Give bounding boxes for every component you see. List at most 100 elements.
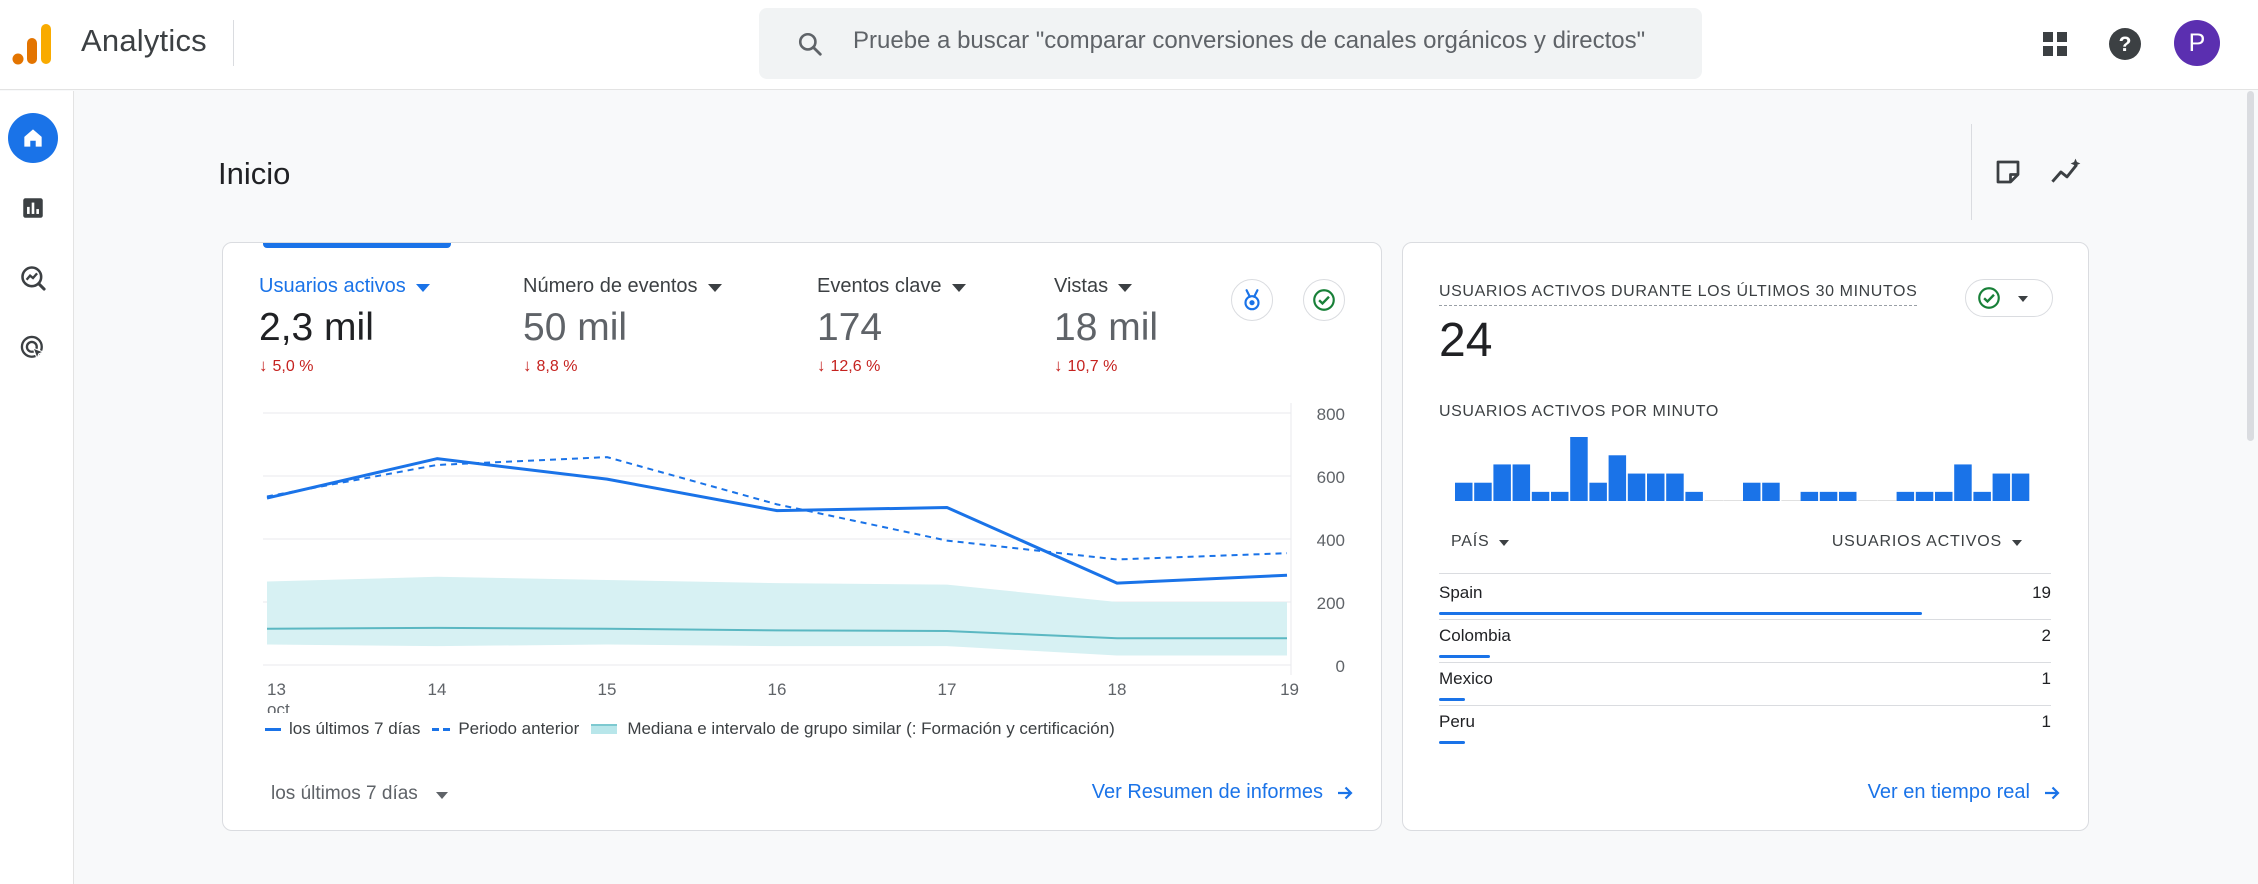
metric-label: Usuarios activos	[259, 275, 406, 297]
link-label: Ver en tiempo real	[1867, 781, 2030, 803]
chart-legend: los últimos 7 días Periodo anterior Medi…	[265, 719, 1127, 739]
minute-bar	[1743, 482, 1761, 501]
metric-label: Número de eventos	[523, 275, 698, 297]
metric-delta: 10,7 %	[1067, 358, 1118, 375]
minute-bar	[1992, 473, 2011, 501]
metric-tab-event-count[interactable]: Número de eventos 50 mil ↓ 8,8 %	[523, 275, 722, 376]
per-minute-label: USUARIOS ACTIVOS POR MINUTO	[1439, 403, 1719, 420]
nav-home-icon[interactable]	[8, 113, 58, 163]
top-app-bar: Analytics Pruebe a buscar "comparar conv…	[0, 0, 2258, 90]
users-count: 1	[2041, 669, 2051, 688]
metric-value: 174	[817, 306, 883, 349]
minute-bar	[1896, 491, 1915, 501]
nav-reports-icon[interactable]	[8, 183, 58, 233]
nav-explore-icon[interactable]	[8, 253, 58, 303]
minute-bar	[1474, 482, 1492, 501]
share-bar	[1439, 612, 1923, 615]
minute-bar	[1531, 491, 1550, 501]
column-header-users[interactable]: USUARIOS ACTIVOS	[1832, 533, 2022, 551]
users-count: 19	[2032, 583, 2051, 602]
table-row[interactable]: Peru 1	[1439, 706, 2051, 748]
table-row[interactable]: Spain 19	[1439, 577, 2051, 619]
share-bar	[1439, 655, 1490, 658]
metric-tab-views[interactable]: Vistas 18 mil ↓ 10,7 %	[1054, 275, 1158, 376]
app-name: Analytics	[81, 23, 207, 58]
chevron-down-icon	[707, 283, 722, 292]
overview-card: Usuarios activos 2,3 mil ↓ 5,0 % Número d…	[222, 242, 1382, 831]
analytics-logo-icon[interactable]	[12, 22, 54, 66]
active-metric-indicator	[263, 243, 451, 248]
search-icon	[797, 31, 823, 57]
minute-bar	[1762, 482, 1780, 501]
date-range-dropdown[interactable]: los últimos 7 días	[271, 783, 448, 805]
arrow-down-icon: ↓	[817, 356, 826, 375]
minute-bar	[1858, 500, 1878, 501]
arrow-right-icon	[1335, 783, 1355, 803]
realtime-value: 24	[1439, 314, 1493, 367]
minute-bar	[1551, 491, 1569, 501]
view-realtime-link[interactable]: Ver en tiempo real	[1868, 781, 2062, 804]
realtime-title[interactable]: USUARIOS ACTIVOS DURANTE LOS ÚLTIMOS 30 …	[1439, 283, 1918, 306]
chevron-down-icon	[435, 791, 448, 799]
metric-value: 50 mil	[523, 306, 628, 349]
column-header-country[interactable]: PAÍS	[1451, 533, 1510, 551]
page-title: Inicio	[218, 156, 291, 191]
account-avatar[interactable]: P	[2174, 20, 2220, 66]
share-bar	[1439, 698, 1465, 701]
search-bar[interactable]: Pruebe a buscar "comparar conversiones d…	[759, 8, 1702, 79]
chevron-down-icon	[2012, 540, 2022, 546]
divider	[1439, 573, 2051, 574]
divider	[233, 20, 234, 66]
data-quality-dropdown[interactable]	[1965, 279, 2053, 317]
chevron-down-icon	[2018, 296, 2028, 302]
y-tick-label: 600	[1317, 468, 1345, 487]
minute-bar	[1877, 500, 1897, 501]
minute-bar	[1493, 464, 1511, 501]
line-chart: 800 600 400 200 0 13 14 15 16 17 18 19 oct	[263, 403, 1345, 713]
legend-label: los últimos 7 días	[289, 719, 421, 738]
view-reports-link[interactable]: Ver Resumen de informes	[1092, 781, 1355, 804]
metric-value: 2,3 mil	[259, 306, 374, 349]
insights-icon[interactable]	[2047, 152, 2087, 192]
minute-bar	[1723, 500, 1743, 501]
users-count: 1	[2041, 712, 2051, 731]
table-row[interactable]: Colombia 2	[1439, 620, 2051, 662]
metric-tab-active-users[interactable]: Usuarios activos 2,3 mil ↓ 5,0 %	[259, 275, 430, 376]
search-input[interactable]: Pruebe a buscar "comparar conversiones d…	[853, 27, 1646, 54]
x-tick-label: 17	[938, 680, 957, 699]
arrow-right-icon	[2042, 783, 2062, 803]
country-name: Peru	[1439, 712, 1475, 731]
y-tick-label: 0	[1336, 657, 1345, 676]
table-row[interactable]: Mexico 1	[1439, 663, 2051, 705]
apps-grid-icon[interactable]	[2036, 25, 2074, 63]
link-label: Ver Resumen de informes	[1091, 781, 1323, 803]
benchmark-icon[interactable]	[1231, 279, 1273, 321]
median-band-area	[267, 576, 1287, 656]
realtime-card: USUARIOS ACTIVOS DURANTE LOS ÚLTIMOS 30 …	[1402, 242, 2089, 831]
metric-delta: 12,6 %	[830, 358, 881, 375]
notes-icon[interactable]	[1988, 152, 2028, 192]
metric-tab-key-events[interactable]: Eventos clave 174 ↓ 12,6 %	[817, 275, 966, 376]
previous-period-line	[266, 456, 1288, 561]
y-tick-label: 800	[1317, 405, 1345, 424]
chevron-down-icon	[1499, 540, 1510, 546]
nav-advertising-icon[interactable]	[8, 323, 58, 373]
page-scrollbar[interactable]	[2247, 91, 2254, 441]
help-icon[interactable]: ?	[2106, 25, 2144, 63]
minute-bar	[1589, 482, 1607, 501]
svg-text:?: ?	[2119, 33, 2132, 56]
users-count: 2	[2041, 626, 2051, 645]
minute-bar	[1800, 491, 1819, 501]
minute-bar	[1570, 437, 1588, 501]
country-name: Colombia	[1439, 626, 1511, 645]
minute-bar	[1781, 500, 1801, 501]
arrow-down-icon: ↓	[259, 356, 268, 375]
minute-bar	[1819, 491, 1838, 501]
data-quality-check-icon[interactable]	[1303, 279, 1345, 321]
arrow-down-icon: ↓	[1054, 356, 1063, 375]
x-tick-label: 19	[1280, 680, 1299, 699]
minute-bar	[1935, 491, 1953, 501]
minute-bar	[1666, 473, 1684, 501]
x-tick-label: 14	[428, 680, 447, 699]
minute-bar	[1627, 473, 1646, 501]
